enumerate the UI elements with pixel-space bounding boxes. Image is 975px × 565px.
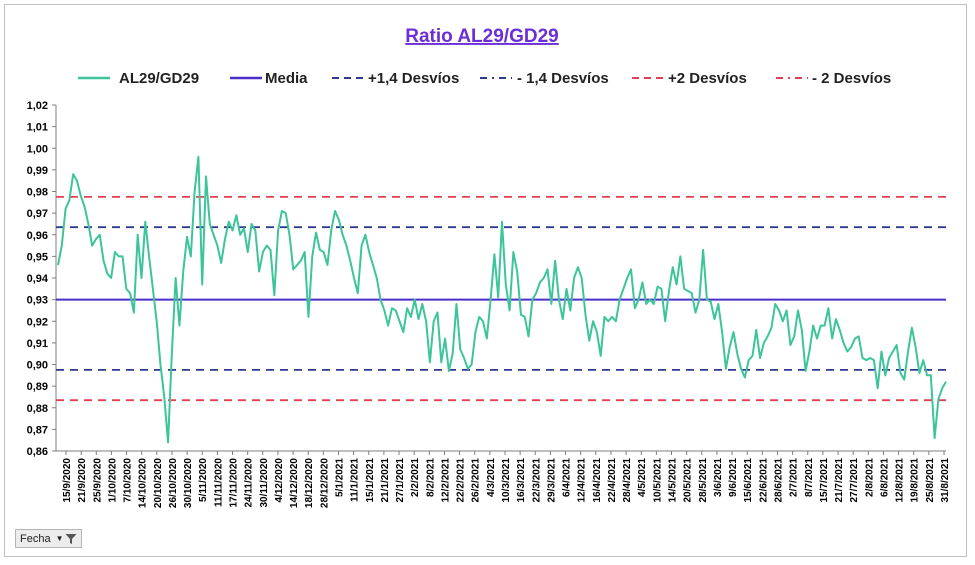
x-tick-label: 4/3/2021 xyxy=(486,458,497,497)
x-tick-label: 2/8/2021 xyxy=(864,458,875,497)
y-tick-label: 1,02 xyxy=(27,100,48,112)
x-tick-label: 12/4/2021 xyxy=(577,458,588,503)
y-tick-label: 0,93 xyxy=(27,295,48,307)
x-tick-label: 6/8/2021 xyxy=(879,458,890,497)
x-tick-label: 28/6/2021 xyxy=(773,458,784,503)
y-tick-label: 0,94 xyxy=(27,273,49,285)
x-tick-label: 4/5/2021 xyxy=(637,458,648,497)
x-tick-label: 20/10/2020 xyxy=(153,458,164,508)
x-tick-label: 25/8/2021 xyxy=(925,458,936,503)
x-tick-label: 15/6/2021 xyxy=(743,458,754,503)
x-tick-label: 4/12/2020 xyxy=(274,458,285,503)
x-tick-label: 15/1/2021 xyxy=(365,458,376,503)
x-tick-label: 27/1/2021 xyxy=(395,458,406,503)
x-tick-label: 15/7/2021 xyxy=(819,458,830,503)
x-tick-label: 24/11/2020 xyxy=(244,458,255,508)
y-tick-label: 1,01 xyxy=(27,122,48,134)
x-tick-label: 25/9/2020 xyxy=(92,458,103,503)
legend-label-6: - 2 Desvíos xyxy=(812,70,891,87)
x-tick-label: 3/6/2021 xyxy=(713,458,724,497)
y-tick-label: 0,96 xyxy=(27,230,48,242)
x-tick-label: 27/7/2021 xyxy=(849,458,860,503)
x-tick-label: 21/7/2021 xyxy=(834,458,845,503)
legend-label-2: Media xyxy=(265,70,308,87)
chart-frame xyxy=(4,4,967,557)
x-tick-label: 21/9/2020 xyxy=(77,458,88,503)
x-tick-label: 29/3/2021 xyxy=(546,458,557,503)
x-tick-label: 30/10/2020 xyxy=(183,458,194,508)
legend-label-5: +2 Desvíos xyxy=(668,70,747,87)
fecha-filter-label: Fecha xyxy=(20,532,51,545)
x-tick-label: 22/6/2021 xyxy=(758,458,769,503)
y-tick-label: 0,89 xyxy=(27,381,48,393)
x-tick-label: 28/12/2020 xyxy=(319,458,330,508)
x-tick-label: 5/11/2020 xyxy=(198,458,209,502)
x-tick-label: 8/7/2021 xyxy=(804,458,815,497)
x-tick-label: 8/2/2021 xyxy=(425,458,436,497)
dropdown-arrow-icon: ▼ xyxy=(55,534,64,543)
y-tick-label: 0,92 xyxy=(27,316,48,328)
x-tick-label: 11/1/2021 xyxy=(350,458,361,502)
y-tick-label: 0,95 xyxy=(27,251,48,263)
x-tick-label: 9/6/2021 xyxy=(728,458,739,497)
x-tick-label: 22/4/2021 xyxy=(607,458,618,503)
y-tick-label: 0,88 xyxy=(27,403,48,415)
x-tick-label: 2/2/2021 xyxy=(410,458,421,497)
x-tick-label: 11/11/2020 xyxy=(213,458,224,507)
x-tick-label: 14/12/2020 xyxy=(289,458,300,508)
x-tick-label: 7/10/2020 xyxy=(123,458,134,503)
x-tick-label: 20/5/2021 xyxy=(683,458,694,503)
filter-funnel-icon xyxy=(65,533,76,544)
x-tick-label: 6/4/2021 xyxy=(562,458,573,497)
x-tick-label: 26/2/2021 xyxy=(471,458,482,503)
x-tick-label: 26/10/2020 xyxy=(168,458,179,508)
x-tick-label: 2/7/2021 xyxy=(789,458,800,497)
x-tick-label: 15/9/2020 xyxy=(62,458,73,503)
y-tick-label: 0,97 xyxy=(27,208,48,220)
x-tick-label: 18/12/2020 xyxy=(304,458,315,508)
x-tick-label: 14/5/2021 xyxy=(668,458,679,503)
y-tick-label: 0,90 xyxy=(27,360,48,372)
x-tick-label: 5/1/2021 xyxy=(334,458,345,497)
legend-label-4: - 1,4 Desvíos xyxy=(517,70,609,87)
series-line-al29-gd29 xyxy=(57,155,947,444)
y-tick-label: 0,91 xyxy=(27,338,48,350)
x-tick-label: 22/2/2021 xyxy=(456,458,467,503)
x-tick-label: 22/3/2021 xyxy=(531,458,542,503)
y-tick-label: 0,87 xyxy=(27,424,48,436)
x-tick-label: 19/8/2021 xyxy=(910,458,921,503)
x-tick-label: 21/1/2021 xyxy=(380,458,391,503)
legend-label-3: +1,4 Desvíos xyxy=(368,70,459,87)
x-tick-label: 28/4/2021 xyxy=(622,458,633,503)
x-tick-label: 17/11/2020 xyxy=(229,458,240,508)
legend-label-1: AL29/GD29 xyxy=(119,70,199,87)
y-tick-label: 0,99 xyxy=(27,165,48,177)
x-tick-label: 10/3/2021 xyxy=(501,458,512,503)
y-tick-label: 1,00 xyxy=(27,143,48,155)
y-tick-label: 0,98 xyxy=(27,187,48,199)
x-tick-label: 14/10/2020 xyxy=(138,458,149,508)
x-tick-label: 10/5/2021 xyxy=(652,458,663,503)
x-tick-label: 30/11/2020 xyxy=(259,458,270,508)
chart-title: Ratio AL29/GD29 xyxy=(405,26,558,47)
x-tick-label: 1/10/2020 xyxy=(107,458,118,503)
x-tick-label: 31/8/2021 xyxy=(940,458,951,503)
y-tick-label: 0,86 xyxy=(27,446,48,458)
x-tick-label: 16/3/2021 xyxy=(516,458,527,503)
x-tick-label: 28/5/2021 xyxy=(698,458,709,503)
fecha-filter-button[interactable]: Fecha ▼ xyxy=(15,529,82,548)
x-tick-label: 16/4/2021 xyxy=(592,458,603,503)
x-tick-label: 12/8/2021 xyxy=(895,458,906,503)
x-tick-label: 12/2/2021 xyxy=(440,458,451,503)
